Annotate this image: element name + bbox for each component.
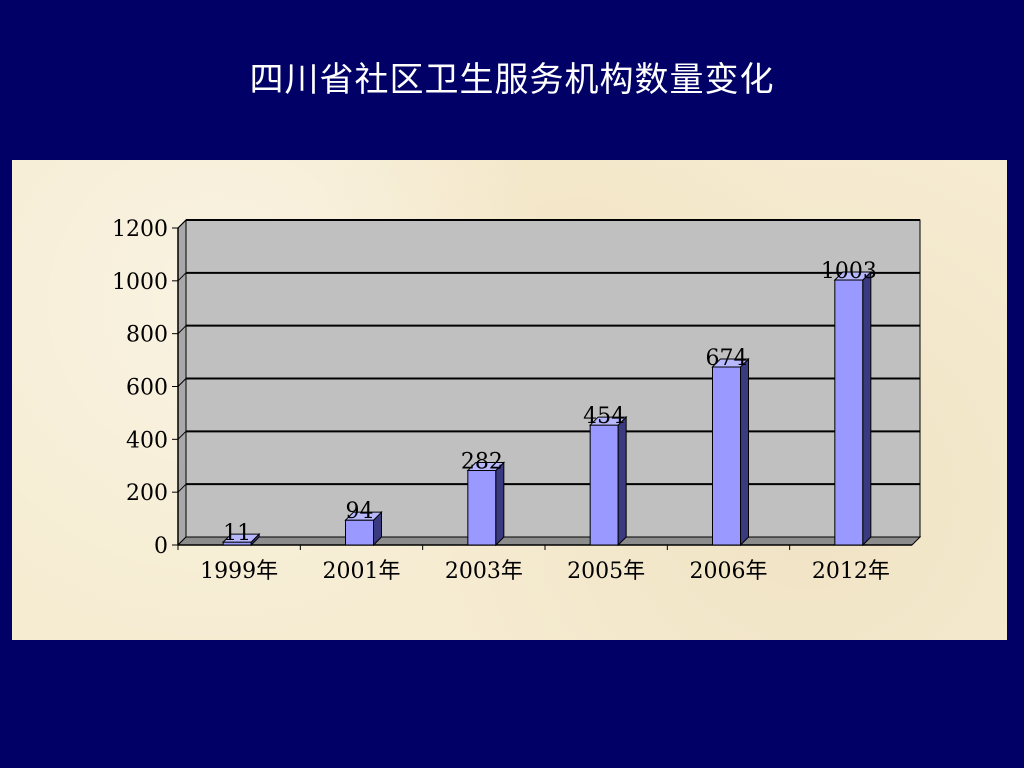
data-label: 1003	[821, 259, 877, 284]
data-labels: 11 94 282 454 674 1003	[223, 259, 877, 546]
gridline-side	[177, 378, 187, 387]
gridlines	[177, 219, 920, 493]
bar-side	[862, 270, 872, 547]
gridline-side	[177, 483, 187, 493]
plot-area	[176, 218, 922, 547]
y-tick-label: 200	[126, 481, 168, 506]
y-tick-label: 400	[126, 428, 168, 453]
bar-side	[495, 461, 505, 547]
x-category-label: 2001年	[323, 559, 401, 584]
x-category-label: 2012年	[812, 559, 890, 584]
x-category-label: 2003年	[445, 559, 523, 584]
bar-front	[467, 470, 497, 546]
bar-front	[712, 366, 741, 546]
bar-top	[221, 533, 261, 543]
bar-top	[344, 511, 383, 521]
x-category-label: 1999年	[200, 559, 278, 584]
bar-top	[466, 462, 506, 472]
data-label: 11	[223, 521, 251, 546]
y-tick-label: 1000	[112, 270, 168, 295]
data-label: 282	[461, 450, 503, 475]
gridline-side	[177, 325, 187, 335]
bar-side	[617, 415, 627, 547]
x-category-label: 2005年	[567, 559, 645, 584]
gridline-side	[177, 430, 187, 440]
data-label: 454	[583, 404, 625, 429]
x-category-label: 2006年	[690, 559, 768, 584]
gridline-side	[177, 219, 187, 229]
bar-front	[589, 424, 619, 546]
bar-front	[834, 279, 864, 546]
chart-panel: 0 200 400 600 800 1000 1200 11 94 282 454 674 1003 …	[12, 160, 1007, 640]
plot-floor	[176, 536, 922, 546]
y-tick-label: 1200	[112, 217, 168, 242]
y-tick-label: 800	[126, 323, 168, 348]
data-label: 674	[706, 346, 748, 371]
y-axis-ticks: 0 200 400 600 800 1000 1200	[112, 217, 178, 559]
y-tick-label: 600	[126, 376, 168, 401]
bars	[221, 270, 873, 547]
bar-top	[833, 271, 873, 281]
data-label: 94	[346, 499, 374, 524]
bar-top	[711, 358, 750, 368]
bar-side	[740, 357, 749, 547]
y-tick-label: 0	[154, 534, 168, 559]
x-axis-labels: 1999年 2001年 2003年 2005年 2006年 2012年	[177, 545, 890, 584]
gridline-side	[177, 272, 187, 282]
slide-title: 四川省社区卫生服务机构数量变化	[249, 60, 775, 100]
bar-top	[588, 416, 628, 426]
